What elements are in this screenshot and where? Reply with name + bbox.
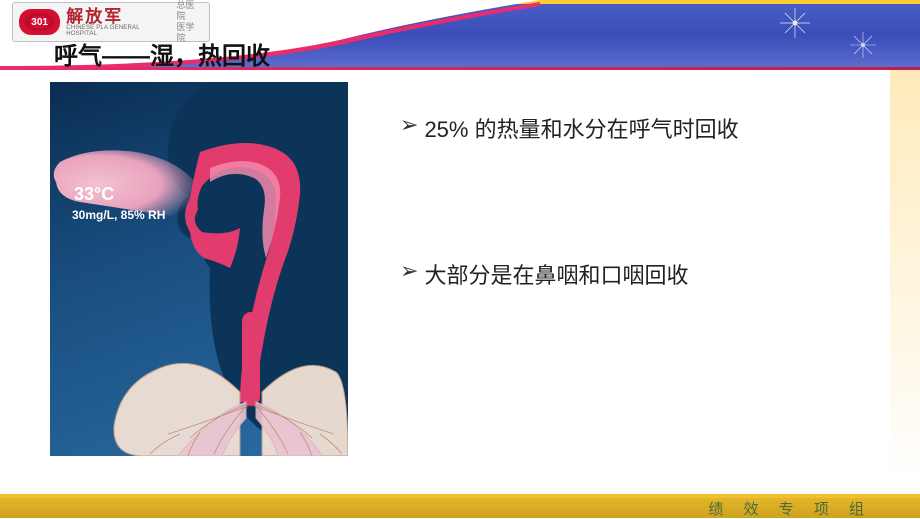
logo-pinyin: CHINESE PLA GENERAL HOSPITAL [66,25,170,37]
figure-temperature-label: 33°C [74,184,114,205]
footer-text: 绩 效 专 项 组 [708,498,872,519]
bullet-item: ➢ 大部分是在鼻咽和口咽回收 [400,258,880,290]
bullet-marker-icon: ➢ [400,258,418,284]
bullet-marker-icon: ➢ [400,112,418,138]
anatomy-figure: 33°C 30mg/L, 85% RH [50,82,348,456]
logo-mark-icon: 301 [19,9,60,35]
bullet-list: ➢ 25% 的热量和水分在呼气时回收 ➢ 大部分是在鼻咽和口咽回收 [400,112,880,404]
logo-chinese: 解放军 [66,8,170,25]
anatomy-svg [50,82,348,456]
logo-mark-text: 301 [31,17,48,28]
bullet-text: 25% 的热量和水分在呼气时回收 [424,112,738,144]
slide-title: 呼气——湿，热回收 [54,36,270,71]
banner-flares [750,5,910,70]
footer-ribbon: 绩 效 专 项 组 [0,480,920,518]
logo-text: 解放军 CHINESE PLA GENERAL HOSPITAL [66,8,170,37]
bullet-text: 大部分是在鼻咽和口咽回收 [424,258,688,290]
footer-bar: 绩 效 专 项 组 [0,498,920,518]
figure-humidity-label: 30mg/L, 85% RH [72,208,165,222]
side-gradient [890,70,920,480]
bullet-item: ➢ 25% 的热量和水分在呼气时回收 [400,112,880,144]
